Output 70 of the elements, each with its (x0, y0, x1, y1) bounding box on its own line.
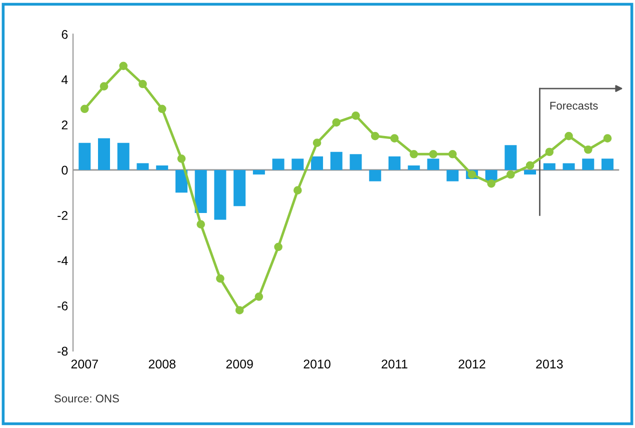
point (506, 170, 515, 179)
point (448, 150, 457, 158)
bar (602, 158, 614, 170)
point (584, 145, 592, 154)
bar (311, 156, 324, 170)
bar (175, 170, 188, 193)
y-tick-label: 6 (62, 30, 68, 39)
x-tick-label: 2013 (536, 360, 563, 368)
bar (78, 142, 91, 170)
bar (194, 170, 207, 213)
bar (330, 152, 342, 170)
point (603, 134, 612, 142)
source-note: Source: ONS (54, 394, 119, 402)
y-tick-label: -8 (58, 346, 68, 356)
bar (504, 145, 517, 170)
bar (350, 154, 362, 170)
bar (234, 170, 246, 206)
bar (369, 170, 382, 182)
point (158, 104, 166, 114)
point (429, 150, 438, 158)
point (196, 220, 206, 228)
bar (524, 170, 536, 174)
point (390, 134, 399, 142)
x-tick-label: 2007 (71, 360, 98, 368)
bar (156, 165, 168, 170)
point (545, 148, 554, 156)
point (216, 274, 224, 283)
bar (543, 163, 556, 170)
bar (427, 158, 440, 170)
point (312, 138, 322, 147)
y-tick-label: 4 (62, 75, 68, 84)
point (177, 154, 186, 163)
point (564, 132, 573, 140)
bar (292, 158, 304, 170)
bar (272, 158, 284, 170)
x-tick-label: 2009 (226, 360, 253, 368)
x-tick-label: 2012 (458, 360, 486, 368)
point (352, 112, 360, 120)
y-tick-label: -2 (58, 211, 68, 220)
point (526, 161, 534, 170)
bar (562, 163, 575, 170)
point (487, 179, 496, 188)
bar (446, 170, 459, 182)
point (370, 132, 380, 140)
bar (214, 170, 226, 220)
point (254, 292, 264, 301)
point (293, 186, 302, 195)
point (80, 104, 89, 114)
bar (136, 163, 149, 170)
point (138, 80, 147, 88)
x-tick-label: 2011 (382, 360, 408, 368)
annotation: Forecasts (550, 102, 598, 110)
bar (252, 170, 265, 174)
bar (582, 158, 594, 170)
y-tick-label: 2 (62, 120, 68, 130)
point (100, 82, 108, 90)
x-tick-label: 2008 (148, 360, 176, 368)
y-tick-label: -4 (58, 256, 68, 265)
bar (98, 138, 110, 170)
point (332, 118, 341, 127)
x-tick-label: 2010 (304, 360, 330, 368)
point (119, 62, 128, 70)
y-tick-label: 0 (62, 166, 68, 175)
bar (408, 165, 420, 170)
bar (117, 142, 130, 170)
bar (388, 156, 400, 170)
point (235, 306, 244, 314)
point (274, 242, 282, 252)
point (410, 150, 418, 158)
y-tick-label: -6 (58, 302, 68, 310)
